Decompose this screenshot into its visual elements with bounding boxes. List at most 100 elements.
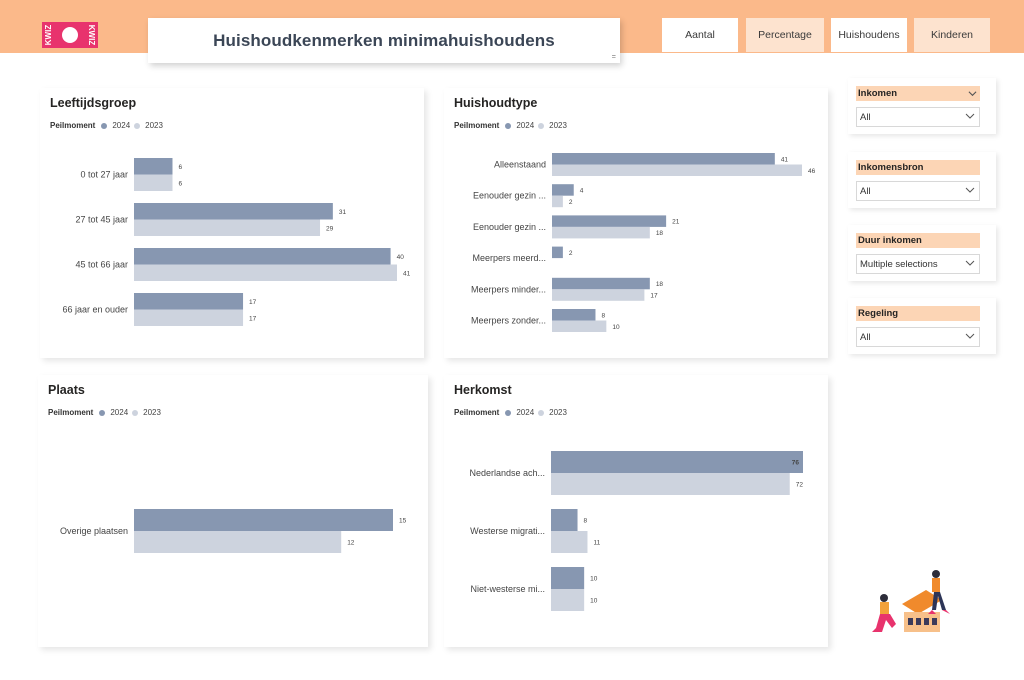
slicer-title: Inkomensbron <box>858 162 924 173</box>
legend-marker-2023 <box>538 122 545 129</box>
bar-2024 <box>134 248 391 265</box>
house-walls <box>904 612 940 632</box>
data-label: 29 <box>326 225 334 232</box>
slicer-header: Inkomensbron <box>856 160 980 175</box>
chart-legend: Peilmoment 2024 2023 <box>454 408 567 417</box>
legend-marker-2023 <box>132 409 139 416</box>
huishoudtype-card: Huishoudtype Peilmoment 2024 2023 Alleen… <box>444 88 828 358</box>
category-label: Meerpers meerd... <box>472 253 546 263</box>
legend-label-2023: 2023 <box>549 408 567 417</box>
logo-text-right: KWIZ <box>87 25 96 46</box>
inkomensbron-dropdown[interactable]: All <box>856 181 980 201</box>
data-label: 2 <box>569 250 573 257</box>
slicer-inkomen: Inkomen All <box>848 78 996 134</box>
bar-2023 <box>551 589 585 611</box>
legend-marker-2024 <box>505 409 512 416</box>
category-label: Eenouder gezin ... <box>473 191 546 201</box>
resize-handle-icon: = <box>611 54 616 61</box>
chart-legend: Peilmoment 2024 2023 <box>454 121 567 130</box>
slicer-header[interactable]: Inkomen <box>856 86 980 101</box>
bar-2024 <box>552 309 596 321</box>
legend-label-2024: 2024 <box>110 408 129 417</box>
bar-2023 <box>134 219 321 236</box>
legend-label-2023: 2023 <box>143 408 161 417</box>
category-label: Meerpers minder... <box>471 284 546 294</box>
bar-2024 <box>551 451 803 473</box>
bar-2023 <box>552 226 650 239</box>
tab-percentage[interactable]: Percentage <box>746 18 824 52</box>
legend-marker-2023 <box>538 409 545 416</box>
bar-2023 <box>134 174 173 191</box>
page-title-box: Huishoudkenmerken minimahuishoudens = <box>148 18 620 63</box>
bar-2024 <box>552 277 650 290</box>
category-label: Eenouder gezin ... <box>473 222 546 232</box>
tab-huishoudens[interactable]: Huishoudens <box>831 18 907 52</box>
data-label: 17 <box>249 315 257 322</box>
legend-label-2024: 2024 <box>516 408 535 417</box>
herkomst-card: Herkomst Peilmoment 2024 2023 Nederlands… <box>444 375 828 647</box>
chart-title: Leeftijdsgroep <box>50 96 137 110</box>
herkomst-chart: Nederlandse ach... 76 72 Westerse migrati..… <box>469 451 804 611</box>
slicer-title: Regeling <box>858 308 899 319</box>
bar-2024 <box>134 293 244 310</box>
data-label: 10 <box>590 576 598 583</box>
legend-marker-2023 <box>134 122 141 129</box>
bar-2024 <box>552 246 563 259</box>
bar-2024 <box>552 184 574 196</box>
person-head-2 <box>880 594 888 602</box>
data-label: 15 <box>399 518 407 525</box>
duur-inkomen-dropdown[interactable]: Multiple selections <box>856 254 980 274</box>
data-label: 4 <box>580 187 584 194</box>
logo-circle <box>62 27 78 43</box>
chart-legend: Peilmoment 2024 2023 <box>48 408 161 417</box>
tab-kinderen[interactable]: Kinderen <box>914 18 990 52</box>
data-label: 31 <box>339 209 347 216</box>
data-label: 17 <box>249 299 257 306</box>
page-title: Huishoudkenmerken minimahuishoudens <box>213 30 555 50</box>
data-label: 8 <box>584 518 588 525</box>
category-label: 66 jaar en ouder <box>62 305 128 315</box>
data-label: 10 <box>612 324 620 331</box>
plaats-card: Plaats Peilmoment 2024 2023 Overige plaa… <box>38 375 428 647</box>
data-label: 76 <box>792 460 800 467</box>
dropdown-value: All <box>860 332 871 343</box>
data-label: 40 <box>397 254 405 261</box>
data-label: 72 <box>796 482 804 489</box>
leeftijdsgroep-card: Leeftijdsgroep Peilmoment 2024 2023 0 to… <box>40 88 424 358</box>
legend-title: Peilmoment <box>454 121 500 130</box>
chevron-down-icon <box>965 333 975 339</box>
person-head <box>932 570 940 578</box>
inkomen-dropdown[interactable]: All <box>856 107 980 127</box>
slicer-duur-inkomen: Duur inkomen Multiple selections <box>848 225 996 281</box>
data-label: 6 <box>178 180 182 187</box>
chart-legend: Peilmoment 2024 2023 <box>50 121 163 130</box>
bar-2023 <box>552 320 607 332</box>
data-label: 11 <box>593 540 600 547</box>
slicer-header: Regeling <box>856 306 980 321</box>
bar-2023 <box>552 164 802 176</box>
kwiz-logo: KWIZ KWIZ <box>42 22 98 48</box>
legend-title: Peilmoment <box>48 408 94 417</box>
chart-title: Herkomst <box>454 383 512 397</box>
leeftijdsgroep-chart: 0 tot 27 jaar 6 6 27 tot 45 jaar 31 29 45 tot … <box>62 158 411 326</box>
regeling-dropdown[interactable]: All <box>856 327 980 347</box>
slicer-inkomensbron: Inkomensbron All <box>848 152 996 208</box>
bar-2024 <box>552 215 667 227</box>
bar-2023 <box>551 531 588 553</box>
slicer-regeling: Regeling All <box>848 298 996 354</box>
bar-2023 <box>552 195 563 208</box>
data-label: 10 <box>590 598 598 605</box>
bar-2024 <box>551 509 578 531</box>
logo-text-left: KWIZ <box>44 25 53 46</box>
roof-shape <box>902 590 942 614</box>
bar-2024 <box>552 153 775 165</box>
data-label: 12 <box>347 540 355 547</box>
bar-2024 <box>134 158 173 175</box>
category-label: Alleenstaand <box>494 160 546 170</box>
tab-aantal[interactable]: Aantal <box>662 18 738 52</box>
category-label: Nederlandse ach... <box>469 468 545 478</box>
bar-2023 <box>134 531 342 553</box>
bar-2024 <box>134 509 393 531</box>
category-label: Niet-westerse mi... <box>470 584 545 594</box>
legend-title: Peilmoment <box>50 121 96 130</box>
